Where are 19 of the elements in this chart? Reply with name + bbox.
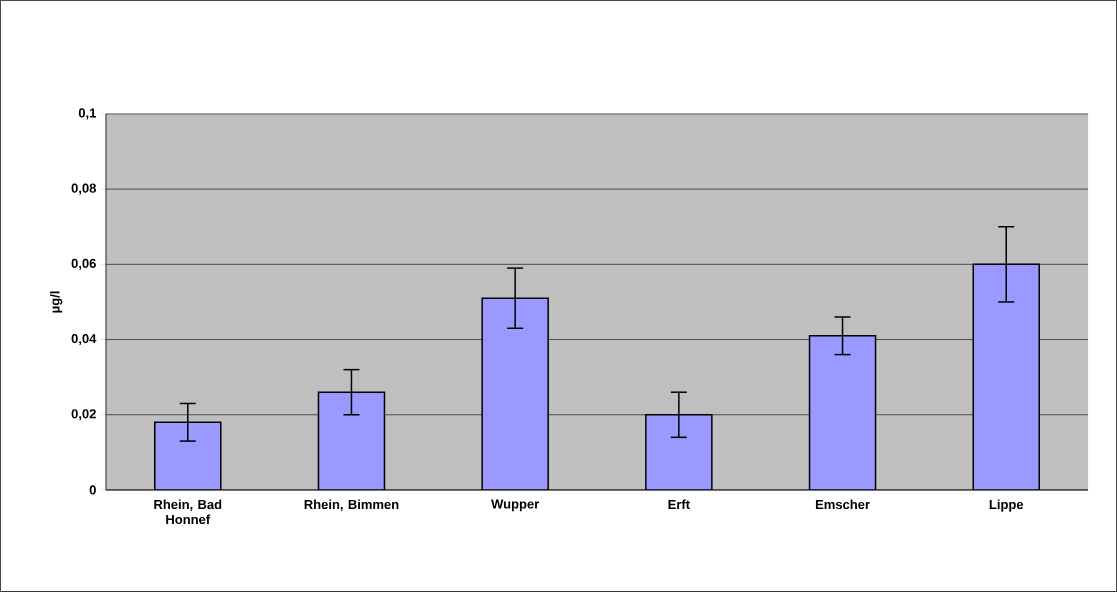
bar bbox=[481, 297, 549, 491]
bar bbox=[972, 263, 1040, 491]
y-tick-label: 0,02 bbox=[71, 409, 96, 421]
x-tick-label: Lippe bbox=[989, 499, 1024, 512]
x-tick-label: Emscher bbox=[815, 499, 870, 510]
x-tick-label: Rhein, Bad Honnef bbox=[154, 499, 222, 525]
x-tick-label: Erft bbox=[668, 499, 690, 510]
y-tick-label: 0,06 bbox=[71, 258, 96, 270]
bar bbox=[808, 335, 877, 491]
x-tick-label: Rhein, Bimmen bbox=[304, 499, 399, 511]
bar bbox=[154, 421, 222, 491]
y-tick-label: 0 bbox=[89, 485, 96, 495]
bar bbox=[317, 391, 386, 491]
bar bbox=[645, 414, 713, 491]
x-tick-label: Wupper bbox=[491, 499, 540, 512]
y-axis-title: µg/l bbox=[50, 291, 63, 313]
y-tick-label: 0,08 bbox=[71, 183, 96, 195]
y-tick-label: 0,04 bbox=[71, 334, 97, 346]
y-tick-label: 0,1 bbox=[78, 108, 97, 120]
